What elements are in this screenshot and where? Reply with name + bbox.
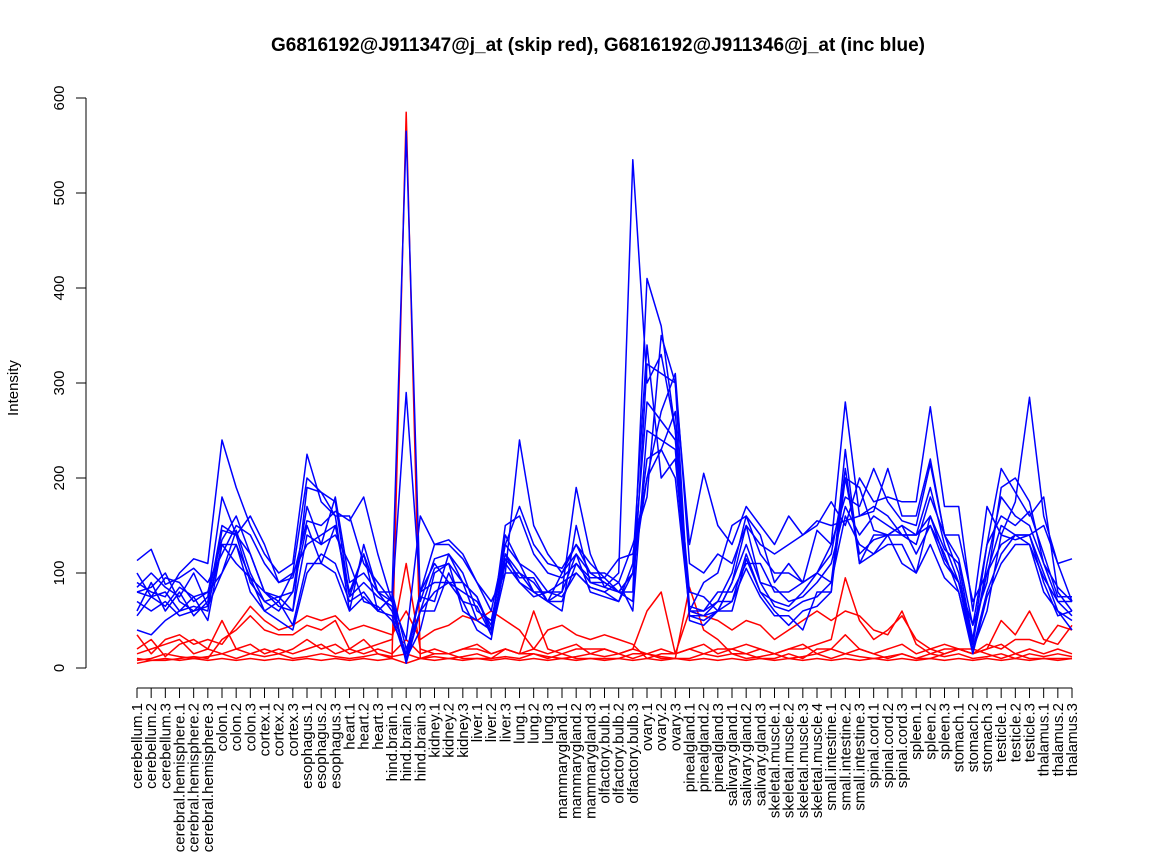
x-tick-label: kidney.1 [427,703,444,758]
skip-series-line [136,653,1073,662]
x-tick-label: olfactory.bulb.1 [597,703,614,804]
x-tick-label: spinal.cord.2 [880,703,897,788]
x-tick-label: liver.1 [469,703,486,742]
inc-series-line [136,401,1073,655]
x-tick-label: pinealgland.1 [682,703,699,792]
inc-series-line [136,410,1073,662]
inc-series-line [136,363,1073,665]
y-tick-label: 400 [51,275,68,300]
y-axis: 0 100 200 300 400 500 600 [51,85,87,672]
x-tick-label: ovary.3 [667,703,684,751]
x-tick-label: skeletal.muscle.1 [767,703,784,818]
x-tick-label: salivary.gland.1 [724,703,741,806]
x-tick-label: mammarygland.1 [554,703,571,819]
inc-series-line [136,158,1073,650]
x-tick-label: ovary.1 [639,703,656,751]
y-tick-label: 0 [51,664,68,672]
x-tick-label: olfactory.bulb.2 [611,703,628,804]
y-tick-label: 200 [51,465,68,490]
x-tick-label: stomach.2 [965,703,982,772]
x-tick-label: esophagus.3 [327,703,344,789]
x-tick-label: salivary.gland.2 [738,703,755,806]
y-tick-label: 600 [51,85,68,110]
x-tick-label: spleen.1 [908,703,925,760]
x-tick-label: mammarygland.3 [582,703,599,819]
x-tick-label: esophagus.1 [299,703,316,789]
x-tick-label: testicle.3 [1022,703,1039,762]
inc-series-line [136,130,1073,631]
x-tick-label: thalamus.1 [1036,703,1053,776]
y-tick-label: 100 [51,560,68,585]
x-tick-label: spleen.2 [922,703,939,760]
x-tick-label: cerebellum.2 [143,703,160,789]
x-tick-label: liver.2 [483,703,500,742]
x-tick-label: cerebellum.1 [129,703,146,789]
x-tick-label: heart.2 [356,703,373,750]
y-tick-label: 300 [51,370,68,395]
x-tick-label: cortex.3 [285,703,302,756]
x-tick-label: ovary.2 [653,703,670,751]
x-tick-label: kidney.3 [455,703,472,758]
x-tick-label: stomach.1 [951,703,968,772]
x-tick-label: lung.3 [540,703,557,744]
x-tick-label: cerebral.hemisphere.1 [172,703,189,852]
skip-series-group [136,111,1073,665]
x-tick-label: cerebral.hemisphere.2 [186,703,203,852]
x-tick-label: liver.3 [497,703,514,742]
x-tick-label: salivary.gland.3 [752,703,769,806]
inc-series-line [136,334,1073,612]
x-tick-label: spinal.cord.3 [894,703,911,788]
x-tick-label: skeletal.muscle.2 [781,703,798,818]
x-tick-label: mammarygland.2 [568,703,585,819]
x-tick-label: hind.brain.2 [398,703,415,781]
x-tick-label: hind.brain.1 [384,703,401,781]
chart-title: G6816192@J911347@j_at (skip red), G68161… [271,35,925,56]
x-tick-label: colon.2 [228,703,245,751]
x-tick-label: small.intestine.1 [823,703,840,811]
x-tick-label: thalamus.2 [1050,703,1067,776]
x-tick-label: colon.1 [214,703,231,751]
x-axis: cerebellum.1cerebellum.2cerebellum.3cere… [129,687,1081,852]
x-tick-label: testicle.2 [1007,703,1024,762]
x-tick-label: spinal.cord.1 [866,703,883,788]
x-tick-label: skeletal.muscle.4 [809,703,826,818]
x-tick-label: cerebellum.3 [157,703,174,789]
y-axis-label: Intensity [5,360,22,416]
x-tick-label: heart.3 [370,703,387,750]
x-tick-label: cortex.2 [271,703,288,756]
inc-series-group [136,130,1073,665]
skip-series-line [136,605,1073,660]
x-tick-label: heart.1 [342,703,359,750]
inc-series-line [136,401,1072,660]
x-tick-label: esophagus.2 [313,703,330,789]
x-tick-label: pinealgland.3 [710,703,727,792]
inc-series-line [136,448,1072,655]
x-tick-label: small.intestine.2 [837,703,854,811]
x-tick-label: lung.2 [526,703,543,744]
x-tick-label: lung.1 [512,703,529,744]
x-tick-label: thalamus.3 [1064,703,1081,776]
x-tick-label: skeletal.muscle.3 [795,703,812,818]
x-tick-label: pinealgland.2 [696,703,713,792]
y-tick-label: 500 [51,180,68,205]
x-tick-label: testicle.1 [993,703,1010,762]
x-tick-label: olfactory.bulb.3 [625,703,642,804]
x-tick-label: cerebral.hemisphere.3 [200,703,217,852]
x-tick-label: spleen.3 [937,703,954,760]
skip-series-line [136,657,1073,665]
x-tick-label: kidney.2 [441,703,458,758]
x-tick-label: stomach.3 [979,703,996,772]
skip-series-line [136,638,1073,655]
x-tick-label: small.intestine.3 [852,703,869,811]
x-tick-label: hind.brain.3 [412,703,429,781]
x-tick-label: cortex.1 [257,703,274,756]
x-tick-label: colon.3 [242,703,259,751]
